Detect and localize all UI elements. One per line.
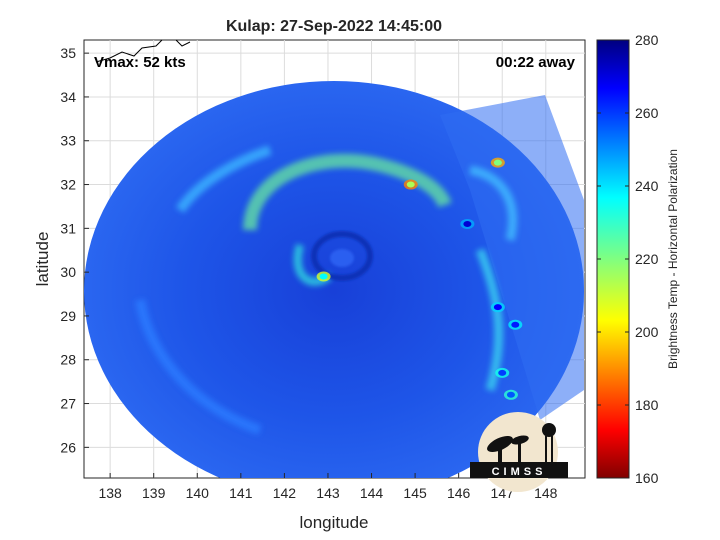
vmax-annotation: Vmax: 52 kts <box>94 54 186 71</box>
y-tick-label: 27 <box>60 396 76 412</box>
colorbar-tick-label: 220 <box>635 251 659 267</box>
x-tick-label: 141 <box>229 485 253 501</box>
y-tick-label: 28 <box>60 352 76 368</box>
x-axis-label: longitude <box>299 513 368 532</box>
y-axis: 26 27 28 29 30 31 32 33 34 35 <box>60 45 89 455</box>
x-tick-label: 143 <box>316 485 340 501</box>
colorbar-tick-label: 280 <box>635 32 659 48</box>
bright-cell <box>319 273 328 280</box>
colorbar-label: Brightness Temp - Horizontal Polarizatio… <box>666 149 680 369</box>
y-axis-label: latitude <box>33 232 52 287</box>
bright-cell <box>463 220 472 227</box>
colorbar <box>596 39 630 479</box>
x-tick-label: 144 <box>360 485 384 501</box>
bright-cell <box>493 304 502 311</box>
bright-cell <box>406 181 415 188</box>
y-tick-label: 34 <box>60 89 76 105</box>
x-tick-label: 142 <box>273 485 297 501</box>
coastline <box>95 39 191 63</box>
colorbar-ticks: 160 180 200 220 240 260 280 <box>597 32 659 486</box>
x-tick-label: 146 <box>447 485 471 501</box>
colorbar-tick-label: 180 <box>635 397 659 413</box>
x-tick-label: 138 <box>98 485 122 501</box>
y-tick-label: 30 <box>60 264 76 280</box>
y-tick-label: 35 <box>60 45 76 61</box>
bright-cell <box>498 369 507 376</box>
x-tick-label: 139 <box>142 485 166 501</box>
svg-text:CIMSS: CIMSS <box>492 466 547 478</box>
colorbar-tick-label: 160 <box>635 470 659 486</box>
colorbar-tick-label: 200 <box>635 324 659 340</box>
bright-cell <box>506 391 515 398</box>
y-tick-label: 33 <box>60 133 76 149</box>
time-away-annotation: 00:22 away <box>496 54 576 71</box>
brightness-temp-swath <box>84 81 584 478</box>
x-tick-label: 140 <box>186 485 210 501</box>
y-tick-label: 31 <box>60 220 76 236</box>
colorbar-tick-label: 240 <box>635 178 659 194</box>
colorbar-tick-label: 260 <box>635 105 659 121</box>
chart-title: Kulap: 27-Sep-2022 14:45:00 <box>226 18 442 35</box>
y-tick-label: 29 <box>60 308 76 324</box>
bright-cell <box>493 159 502 166</box>
y-tick-label: 26 <box>60 439 76 455</box>
y-tick-label: 32 <box>60 177 76 193</box>
x-tick-label: 148 <box>534 485 558 501</box>
cimss-logo: CIMSS <box>470 412 568 492</box>
bright-cell <box>511 321 520 328</box>
x-tick-label: 145 <box>403 485 427 501</box>
